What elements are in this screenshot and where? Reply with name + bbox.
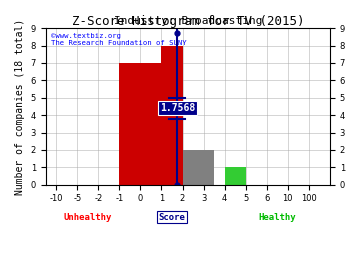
Text: Industry: Broadcasting: Industry: Broadcasting: [113, 16, 262, 26]
Text: Score: Score: [158, 212, 185, 222]
Bar: [120, 63, 161, 185]
Text: Unhealthy: Unhealthy: [64, 212, 112, 222]
Y-axis label: Number of companies (18 total): Number of companies (18 total): [15, 18, 25, 195]
Text: Healthy: Healthy: [258, 212, 296, 222]
Text: ©www.textbiz.org
The Research Foundation of SUNY: ©www.textbiz.org The Research Foundation…: [51, 33, 187, 46]
Title: Z-Score Histogram for TV (2015): Z-Score Histogram for TV (2015): [72, 15, 304, 28]
Bar: [161, 46, 183, 185]
Bar: [183, 150, 214, 185]
Bar: [225, 167, 246, 185]
Text: 1.7568: 1.7568: [160, 103, 195, 113]
